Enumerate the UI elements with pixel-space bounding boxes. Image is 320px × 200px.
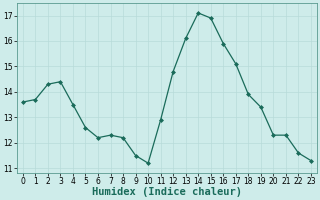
X-axis label: Humidex (Indice chaleur): Humidex (Indice chaleur) [92, 187, 242, 197]
